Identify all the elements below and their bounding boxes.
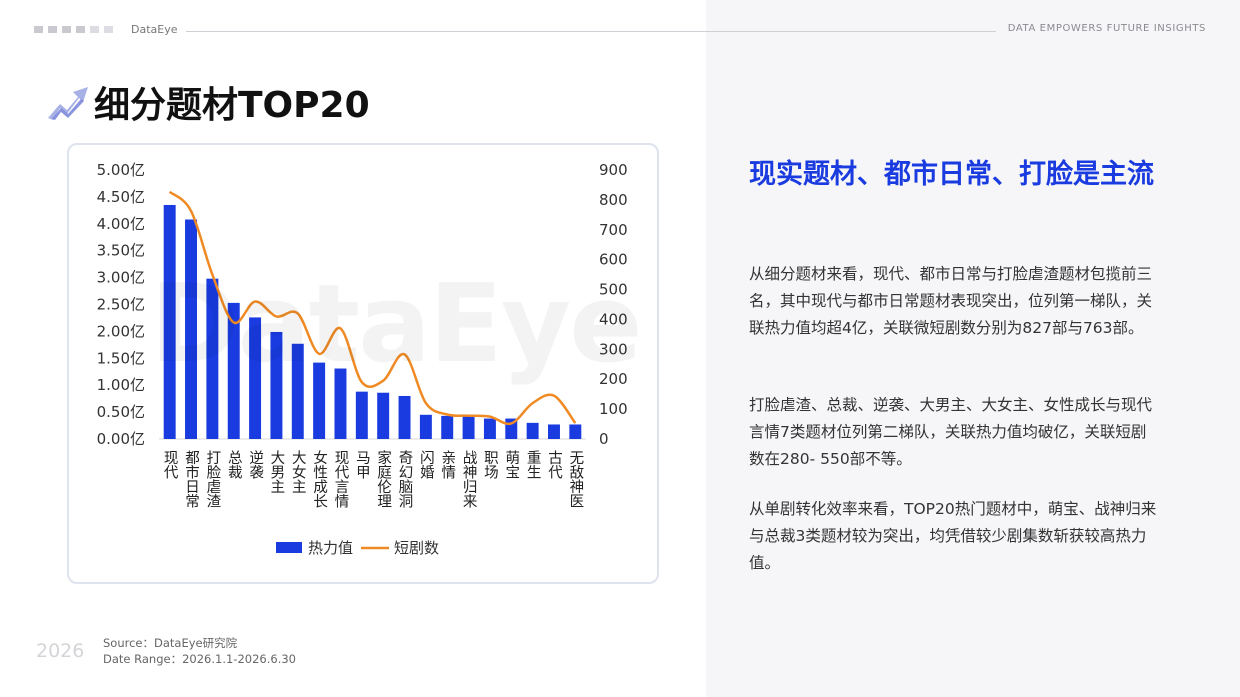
footer-source-text: Source：DataEye研究院 <box>103 636 238 650</box>
y-left-tick-label: 4.00亿 <box>97 215 145 233</box>
header-slogan: DATA EMPOWERS FUTURE INSIGHTS <box>1007 23 1206 34</box>
legend-label-line: 短剧数 <box>394 539 439 557</box>
x-category-label: 重生 <box>525 450 541 480</box>
y-right-tick-label: 700 <box>599 221 628 239</box>
legend-swatch-bar <box>276 542 302 553</box>
insight-headline: 现实题材、都市日常、打脸是主流 <box>749 159 1154 190</box>
bar <box>419 414 432 439</box>
chart-card: 0.00亿 0.50亿 1.00亿 1.50亿 2.00亿 2.50亿 3.00亿 3.50亿… <box>67 143 659 584</box>
x-category-label: 萌宝 <box>503 450 519 480</box>
bar <box>270 331 283 439</box>
bar <box>334 368 347 439</box>
bar <box>526 422 539 439</box>
y-left-tick-label: 3.50亿 <box>97 242 145 260</box>
y-left-tick-label: 2.00亿 <box>97 322 145 340</box>
x-category-label: 总裁 <box>226 450 242 481</box>
watermark-text: DataEye <box>150 262 642 387</box>
footer-date-range: Date Range：2026.1.1-2026.6.30 <box>103 652 296 666</box>
y-right-tick-label: 400 <box>599 310 628 328</box>
legend-label-bar: 热力值 <box>308 539 353 557</box>
x-category-label: 古代 <box>546 450 562 481</box>
x-category-label: 女性成长 <box>311 449 327 509</box>
y-left-tick-label: 5.00亿 <box>97 161 145 179</box>
insight-paragraph-1: 从细分题材来看，现代、都市日常与打脸虐渣题材包揽前三名，其中现代与都市日常题材表… <box>749 265 1153 337</box>
bar <box>505 418 518 439</box>
insight-paragraph-2: 打脸虐渣、总裁、逆袭、大男主、大女主、女性成长与现代言情7类题材位列第二梯队，关… <box>749 396 1153 468</box>
x-category-label: 奇幻脑洞 <box>397 450 413 509</box>
page-title: 细分题材TOP20 <box>94 85 370 126</box>
bar <box>441 415 454 439</box>
x-category-label: 打脸虐渣 <box>204 450 220 509</box>
x-category-label: 闪婚 <box>418 450 434 480</box>
x-category-label: 大女主 <box>290 450 306 494</box>
y-right-tick-label: 800 <box>599 191 628 209</box>
header-dots-decoration <box>34 26 113 33</box>
series-line-short-drama-count <box>168 190 577 426</box>
x-category-label: 现代 <box>162 450 178 480</box>
y-right-tick-label: 300 <box>599 340 628 358</box>
bar <box>398 395 411 439</box>
y-right-tick-label: 200 <box>599 370 628 388</box>
bar <box>547 424 560 439</box>
trend-arrow-icon <box>48 87 88 120</box>
bar <box>377 392 390 439</box>
bar <box>163 204 176 439</box>
bar <box>313 362 326 439</box>
y-right-tick-label: 0 <box>599 430 609 448</box>
x-category-label: 现代言情 <box>332 450 348 508</box>
y-left-tick-label: 3.00亿 <box>97 269 145 287</box>
bar <box>249 317 262 439</box>
y-left-tick-label: 1.00亿 <box>97 376 145 394</box>
y-right-tick-label: 600 <box>599 251 628 269</box>
footer-source: Source：DataEye研究院 Date Range：2026.1.1-20… <box>103 635 296 667</box>
x-category-label: 逆袭 <box>247 450 263 480</box>
footer-year: 2026 <box>36 640 85 662</box>
bar <box>355 391 368 439</box>
y-left-tick-label: 2.50亿 <box>97 296 145 314</box>
x-category-label: 职场 <box>482 450 498 480</box>
y-left-tick-label: 4.50亿 <box>97 188 145 206</box>
insight-paragraph-3: 从单剧转化效率来看，TOP20热门题材中，萌宝、战神归来与总裁3类题材较为突出，… <box>749 500 1157 572</box>
bar <box>462 416 475 439</box>
x-category-label: 无敌神医 <box>567 450 583 508</box>
bar <box>569 424 582 439</box>
bar <box>185 219 198 439</box>
header-brand: DataEye <box>131 23 178 36</box>
x-category-label: 家庭伦理 <box>375 450 391 509</box>
y-left-tick-label: 0.00亿 <box>97 430 145 448</box>
dual-axis-chart: 0.00亿 0.50亿 1.00亿 1.50亿 2.00亿 2.50亿 3.00亿 3.50亿… <box>97 161 628 557</box>
x-category-label: 战神归来 <box>461 450 477 509</box>
y-right-tick-label: 500 <box>599 281 628 299</box>
bar <box>483 418 496 439</box>
header-divider <box>186 31 996 32</box>
insight-panel-background <box>706 0 1240 697</box>
y-left-tick-label: 1.50亿 <box>97 349 145 367</box>
y-right-tick-label: 100 <box>599 400 628 418</box>
bar <box>206 278 219 439</box>
y-left-tick-label: 0.50亿 <box>97 403 145 421</box>
bar <box>227 302 240 439</box>
x-category-label: 都市日常 <box>183 450 199 509</box>
bar <box>291 343 304 439</box>
x-category-label: 亲情 <box>439 450 455 480</box>
x-category-label: 马甲 <box>354 450 370 480</box>
x-category-label: 大男主 <box>268 450 284 494</box>
y-right-tick-label: 900 <box>599 161 628 179</box>
